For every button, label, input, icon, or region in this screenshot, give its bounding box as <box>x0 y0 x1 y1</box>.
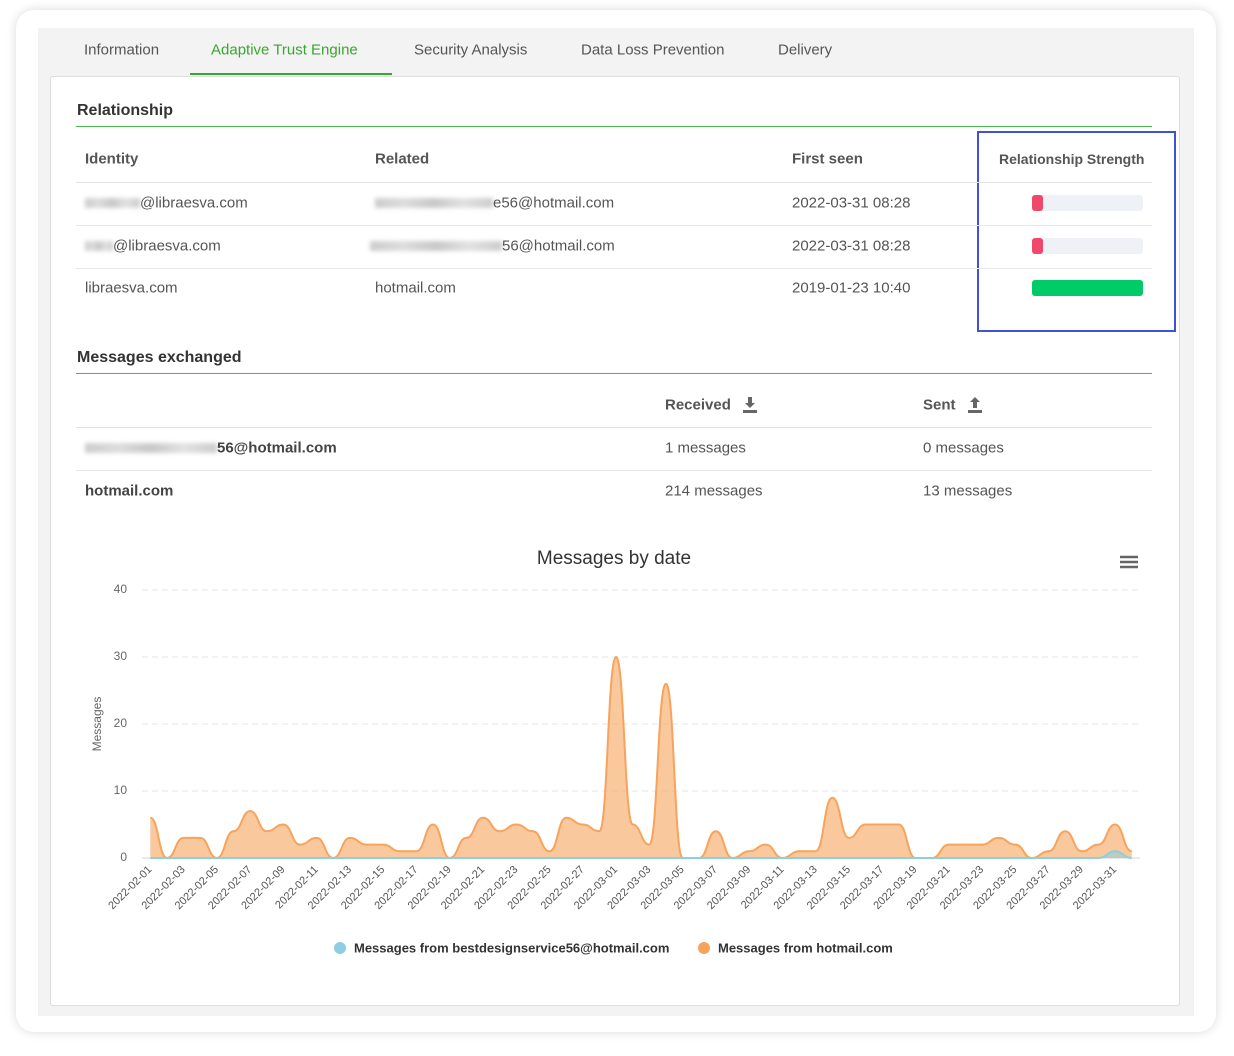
column-header: Sent <box>923 396 956 414</box>
redacted-text <box>375 198 493 208</box>
row-rule <box>76 268 1152 269</box>
strength-bar <box>1032 280 1143 296</box>
strength-track <box>1032 238 1143 254</box>
column-header: Identity <box>85 150 139 168</box>
identity: @libraesva.com <box>140 194 248 212</box>
tab[interactable]: Data Loss Prevention <box>581 41 725 59</box>
row-rule <box>76 470 1152 471</box>
redacted-text <box>370 241 502 251</box>
identity: libraesva.com <box>85 279 178 297</box>
series-area <box>150 657 1132 858</box>
column-header: Relationship Strength <box>999 151 1145 167</box>
tab[interactable]: Security Analysis <box>414 41 528 59</box>
legend-marker <box>334 942 346 954</box>
download-icon <box>743 397 757 413</box>
header-rule <box>76 427 1152 428</box>
tab[interactable]: Adaptive Trust Engine <box>211 41 358 59</box>
row-rule <box>76 225 1152 226</box>
sender: hotmail.com <box>85 482 174 500</box>
tab-underline <box>190 73 392 75</box>
y-tick-label: 20 <box>114 716 128 730</box>
legend-label: Messages from bestdesignservice56@hotmai… <box>354 940 669 955</box>
y-tick-label: 10 <box>114 783 128 797</box>
menu-icon[interactable] <box>1120 555 1138 569</box>
received-count: 1 messages <box>665 439 746 457</box>
series-line <box>150 850 1132 859</box>
legend-marker <box>698 942 710 954</box>
related: 56@hotmail.com <box>502 237 615 255</box>
upload-icon <box>968 397 982 413</box>
strength-track <box>1032 195 1143 211</box>
y-tick-label: 30 <box>114 649 128 663</box>
header-rule <box>76 182 1152 183</box>
identity: @libraesva.com <box>113 237 221 255</box>
chart: Messages by dateMessages0102030402022-02… <box>90 548 1140 955</box>
section-rule <box>76 373 1152 374</box>
first-seen: 2019-01-23 10:40 <box>792 279 911 297</box>
column-header: Received <box>665 396 731 414</box>
highlight-box <box>977 131 1176 332</box>
related: hotmail.com <box>375 279 456 297</box>
received-count: 214 messages <box>665 482 763 500</box>
chart-title: Messages by date <box>537 548 691 569</box>
series-line <box>149 655 1133 860</box>
section-rule <box>76 126 1152 127</box>
sent-count: 0 messages <box>923 439 1004 457</box>
strength-bar <box>1032 238 1044 254</box>
redacted-text <box>85 198 140 208</box>
first-seen: 2022-03-31 08:28 <box>792 194 911 212</box>
column-header: Related <box>375 150 430 168</box>
y-tick-label: 0 <box>120 850 127 864</box>
section-title: Relationship <box>77 102 174 119</box>
column-header: First seen <box>792 150 863 168</box>
legend-label: Messages from hotmail.com <box>718 940 893 955</box>
related: e56@hotmail.com <box>493 194 615 212</box>
redacted-text <box>85 241 113 251</box>
section-title: Messages exchanged <box>77 349 242 366</box>
sent-count: 13 messages <box>923 482 1013 500</box>
strength-bar <box>1032 195 1044 211</box>
y-axis-label: Messages <box>90 697 104 752</box>
y-tick-label: 40 <box>114 582 128 596</box>
first-seen: 2022-03-31 08:28 <box>792 237 911 255</box>
tab[interactable]: Information <box>84 41 160 59</box>
sender: 56@hotmail.com <box>217 439 337 457</box>
tab[interactable]: Delivery <box>778 41 833 59</box>
redacted-text <box>85 443 217 453</box>
